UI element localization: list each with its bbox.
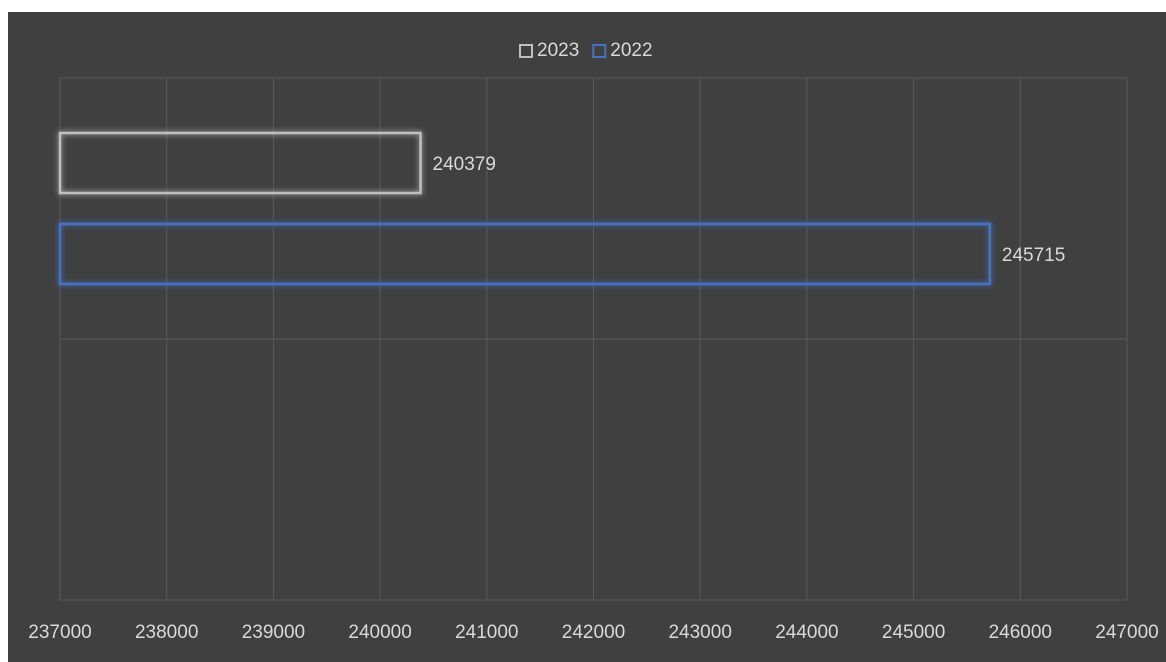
x-tick-label: 241000 [455,622,518,643]
x-tick-label: 247000 [1095,622,1158,643]
x-tick-label: 237000 [28,622,91,643]
x-tick-label: 239000 [242,622,305,643]
data-label: 240379 [433,154,496,175]
x-tick-label: 242000 [562,622,625,643]
bar [58,131,422,195]
x-tick-label: 238000 [135,622,198,643]
x-tick-label: 245000 [882,622,945,643]
data-label: 245715 [1002,245,1065,266]
x-tick-label: 244000 [775,622,838,643]
legend-label: 2023 [537,40,579,61]
legend-swatch [519,44,533,58]
x-tick-label: 240000 [348,622,411,643]
legend-swatch [592,44,607,58]
bar [58,222,992,286]
x-tick-label: 243000 [668,622,731,643]
chart-background [8,12,1166,662]
x-tick-label: 246000 [989,622,1052,643]
legend-label: 2022 [610,40,652,61]
